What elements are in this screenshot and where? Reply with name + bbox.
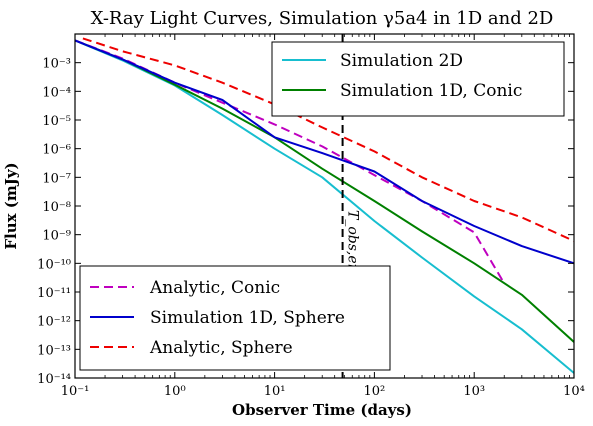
legend-entry: Analytic, Sphere (149, 338, 293, 358)
x-axis-label: Observer Time (days) (232, 401, 412, 419)
y-tick-label: 10⁻⁹ (42, 229, 71, 244)
series-line-1 (75, 39, 574, 343)
x-tick-label: 10¹ (264, 384, 286, 399)
legend-entry: Simulation 1D, Conic (340, 81, 522, 101)
y-tick-label: 10⁻⁴ (42, 85, 71, 100)
y-tick-label: 10⁻⁶ (42, 143, 71, 158)
series-line-4 (82, 37, 574, 242)
encounter-time-label: T_obs,enc (345, 210, 361, 281)
y-tick-label: 10⁻¹² (37, 315, 71, 330)
x-tick-label: 10⁻¹ (61, 384, 90, 399)
legend-box (271, 41, 565, 117)
y-tick-label: 10⁻¹⁰ (37, 257, 71, 272)
y-tick-label: 10⁻¹⁴ (37, 372, 71, 387)
legends: Simulation 2D Simulation 1D, Conic Analyti… (79, 41, 565, 371)
y-tick-label: 10⁻³ (42, 57, 71, 72)
series-line-2 (75, 39, 506, 284)
series-line-3 (75, 39, 574, 265)
x-tick-label: 10⁰ (164, 384, 186, 399)
y-axis-label: Flux (mJy) (2, 162, 20, 249)
legend-entry: Analytic, Conic (149, 278, 280, 298)
x-tick-label: 10⁴ (563, 384, 585, 399)
x-tick-label: 10² (364, 384, 386, 399)
y-tick-label: 10⁻⁸ (42, 200, 71, 215)
x-tick-label: 10³ (463, 384, 485, 399)
y-tick-label: 10⁻⁵ (42, 114, 71, 129)
legend-entry: Simulation 1D, Sphere (150, 308, 345, 328)
y-tick-label: 10⁻¹¹ (37, 286, 71, 301)
plot-frame (74, 33, 575, 379)
chart-title: X-Ray Light Curves, Simulation γ5a4 in 1… (91, 8, 554, 29)
y-tick-label: 10⁻¹³ (37, 343, 71, 358)
legend-entry: Simulation 2D (340, 51, 463, 71)
axis-ticks: 10⁻¹ 10⁰ 10¹ 10² 10³ 10⁴ 10⁻¹⁴ 10⁻¹³ 10⁻¹² 10⁻¹¹ 1… (37, 34, 585, 399)
y-tick-label: 10⁻⁷ (42, 171, 71, 186)
